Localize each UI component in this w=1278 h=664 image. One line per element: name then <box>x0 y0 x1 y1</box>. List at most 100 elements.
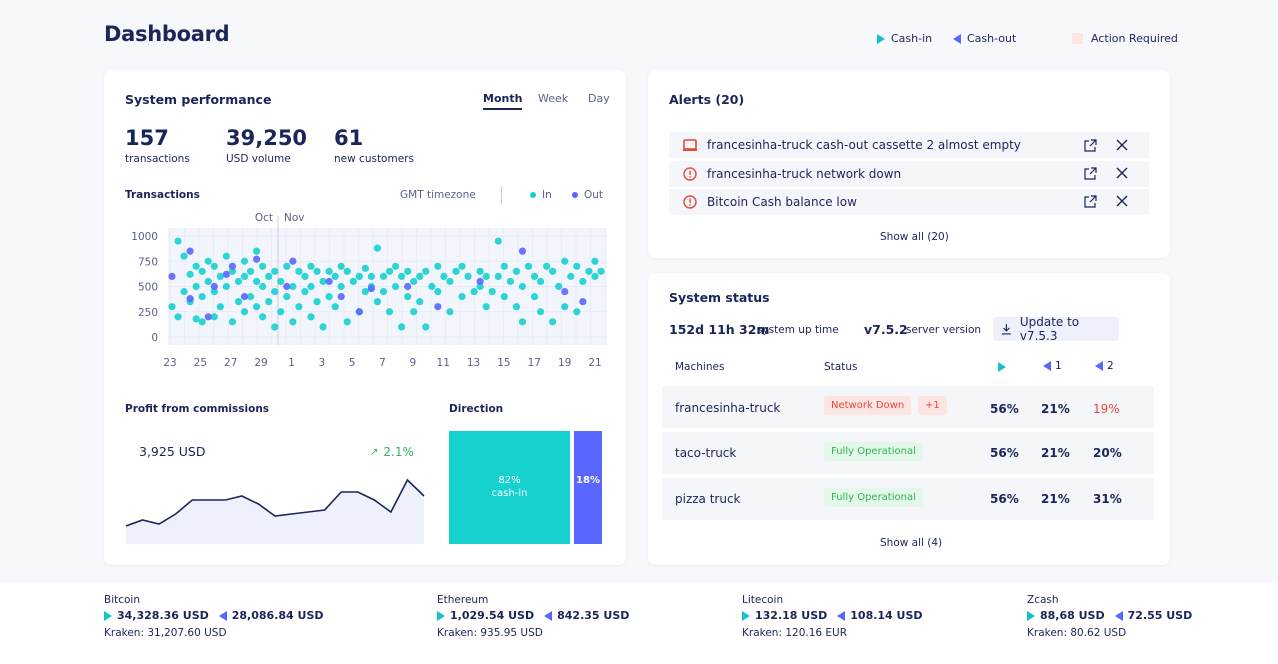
direction-chart: 82% cash-in 18% <box>449 431 602 544</box>
coin-exchange-price: Kraken: 935.95 USD <box>437 627 543 639</box>
x-tick-label: 9 <box>410 357 417 369</box>
machine-cassette2-pct: 19% <box>1093 402 1120 416</box>
cash-in-point <box>518 282 527 291</box>
legend-action-required: Action Required <box>1072 32 1178 45</box>
cash-in-point <box>319 323 327 331</box>
machine-row[interactable]: taco-truck Fully Operational 56% 21% 20% <box>662 432 1154 474</box>
cash-in-icon <box>877 33 885 44</box>
tab-week[interactable]: Week <box>538 92 569 105</box>
cash-out-point <box>186 247 194 255</box>
col-cassette1-label: 1 <box>1055 360 1062 372</box>
cash-in-point <box>174 237 182 245</box>
update-button[interactable]: Update to v7.5.3 <box>993 315 1119 343</box>
cash-out-point <box>289 257 297 265</box>
cash-in-point <box>573 262 581 270</box>
close-icon[interactable] <box>1116 167 1128 179</box>
cash-in-point <box>283 262 291 270</box>
coin-exchange-price: Kraken: 80.62 USD <box>1027 627 1127 639</box>
y-tick-label: 750 <box>138 256 158 268</box>
cash-in-point <box>174 313 182 321</box>
cash-in-icon <box>104 610 112 621</box>
cash-out-point <box>168 272 176 280</box>
coin-exchange-price: Kraken: 120.16 EUR <box>742 627 848 639</box>
machine-cash-in-pct: 56% <box>990 446 1019 460</box>
cash-in-point <box>440 272 448 280</box>
coin-ticker-ethereum: Ethereum 1,029.54 USD 842.35 USD Kraken:… <box>437 594 629 639</box>
cash-in-point <box>573 308 581 316</box>
tab-day[interactable]: Day <box>588 92 610 105</box>
open-external-icon[interactable] <box>1084 195 1097 208</box>
system-status-title: System status <box>669 290 770 305</box>
col-cassette2-header: 2 <box>1095 360 1114 372</box>
cash-in-point <box>446 277 454 286</box>
cash-in-point <box>246 267 255 275</box>
open-external-icon[interactable] <box>1084 167 1097 180</box>
cash-in-point <box>458 293 466 301</box>
tab-month[interactable]: Month <box>483 92 523 110</box>
cash-in-point <box>337 262 345 270</box>
cash-in-point <box>373 244 382 252</box>
cash-out-icon <box>953 33 961 44</box>
coin-prices: 1,029.54 USD 842.35 USD <box>437 609 629 622</box>
cash-in-point <box>222 282 230 291</box>
alert-item[interactable]: francesinha-truck network down <box>669 161 1149 187</box>
cash-in-point <box>494 237 502 245</box>
alert-item[interactable]: francesinha-truck cash-out cassette 2 al… <box>669 132 1149 158</box>
timezone-label: GMT timezone <box>400 189 476 201</box>
coin-ticker-zcash: Zcash 88,68 USD 72.55 USD Kraken: 80.62 … <box>1027 594 1192 639</box>
cash-out-point <box>355 308 363 316</box>
open-external-icon[interactable] <box>1084 139 1097 152</box>
status-badge: Fully Operational <box>824 488 923 507</box>
cash-in-point <box>428 282 436 291</box>
alert-item[interactable]: Bitcoin Cash balance low <box>669 189 1149 215</box>
coin-name: Ethereum <box>437 594 489 606</box>
cash-in-point <box>210 313 218 321</box>
alerts-show-all-link[interactable]: Show all (20) <box>880 231 949 243</box>
cash-in-point <box>319 277 327 286</box>
close-icon[interactable] <box>1116 139 1128 151</box>
close-icon[interactable] <box>1116 195 1128 207</box>
cash-out-icon <box>1114 610 1123 621</box>
page-title: Dashboard <box>104 22 230 46</box>
cash-in-point <box>252 277 261 286</box>
cash-in-point <box>422 267 430 275</box>
cash-in-point <box>398 323 406 331</box>
cash-in-point <box>168 303 176 311</box>
laptop-icon <box>683 138 697 151</box>
x-tick-label: 11 <box>437 357 450 369</box>
status-badge: Fully Operational <box>824 442 923 461</box>
cash-in-point <box>410 277 418 286</box>
cash-in-point <box>385 267 394 275</box>
cash-in-point <box>271 287 279 296</box>
cash-in-point <box>277 277 285 286</box>
cash-in-point <box>216 272 224 280</box>
cash-in-point <box>210 287 218 296</box>
machines-show-all-link[interactable]: Show all (4) <box>880 537 943 549</box>
version-value: v7.5.2 <box>864 322 908 337</box>
x-tick-label: 7 <box>379 357 386 369</box>
cash-in-point <box>234 277 243 286</box>
coin-buy-price: 88,68 USD <box>1040 609 1105 622</box>
coin-prices: 88,68 USD 72.55 USD <box>1027 609 1192 622</box>
cash-in-point <box>259 313 267 321</box>
cash-in-point <box>295 267 303 275</box>
machine-row[interactable]: pizza truck Fully Operational 56% 21% 31… <box>662 478 1154 520</box>
y-tick-label: 0 <box>151 332 158 344</box>
cash-in-point <box>488 287 496 296</box>
warning-circle-icon <box>683 195 697 209</box>
stat-transactions-label: transactions <box>125 153 190 165</box>
cash-out-point <box>222 270 230 278</box>
coin-ticker-litecoin: Litecoin 132.18 USD 108.14 USD Kraken: 1… <box>742 594 923 639</box>
cash-in-point <box>301 287 309 296</box>
cash-in-point <box>252 247 261 255</box>
machine-row[interactable]: francesinha-truck Network Down +1 56% 21… <box>662 386 1154 428</box>
cash-in-point <box>204 277 212 286</box>
cash-in-point <box>530 293 539 301</box>
coin-sell-price: 72.55 USD <box>1127 609 1193 622</box>
alert-text: Bitcoin Cash balance low <box>707 195 857 209</box>
warning-circle-icon <box>683 167 697 181</box>
x-tick-label: 15 <box>497 357 510 369</box>
cash-in-point <box>398 272 406 280</box>
cash-in-point <box>246 293 255 301</box>
